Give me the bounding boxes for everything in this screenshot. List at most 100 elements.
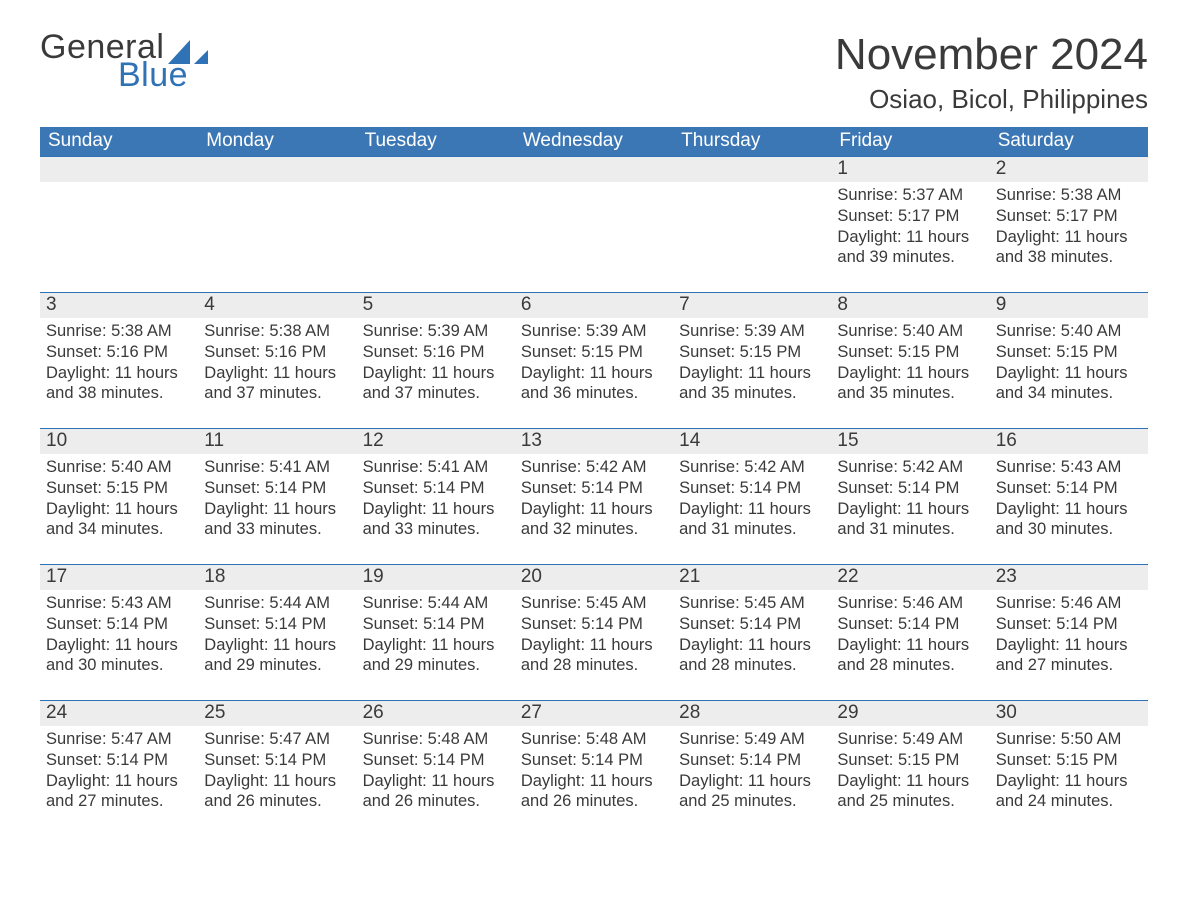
calendar-week-row: 10Sunrise: 5:40 AMSunset: 5:15 PMDayligh… [40, 429, 1148, 565]
day-body: Sunrise: 5:39 AMSunset: 5:15 PMDaylight:… [673, 318, 831, 408]
calendar-week-row: 1Sunrise: 5:37 AMSunset: 5:17 PMDaylight… [40, 157, 1148, 293]
day-body: Sunrise: 5:37 AMSunset: 5:17 PMDaylight:… [831, 182, 989, 272]
calendar-cell: 14Sunrise: 5:42 AMSunset: 5:14 PMDayligh… [673, 429, 831, 565]
calendar-header-saturday: Saturday [990, 127, 1148, 157]
daylight-text: Daylight: 11 hours and 37 minutes. [204, 363, 350, 405]
daylight-text: Daylight: 11 hours and 26 minutes. [204, 771, 350, 813]
sunset-text: Sunset: 5:14 PM [521, 478, 667, 499]
sunset-text: Sunset: 5:14 PM [837, 478, 983, 499]
logo-blue-text: Blue [118, 58, 208, 92]
calendar-header-monday: Monday [198, 127, 356, 157]
sunset-text: Sunset: 5:17 PM [837, 206, 983, 227]
sunset-text: Sunset: 5:14 PM [521, 750, 667, 771]
day-body: Sunrise: 5:46 AMSunset: 5:14 PMDaylight:… [990, 590, 1148, 680]
day-number [198, 157, 356, 182]
daylight-text: Daylight: 11 hours and 26 minutes. [363, 771, 509, 813]
sunrise-text: Sunrise: 5:39 AM [521, 321, 667, 342]
calendar-header-wednesday: Wednesday [515, 127, 673, 157]
calendar-cell: 30Sunrise: 5:50 AMSunset: 5:15 PMDayligh… [990, 701, 1148, 837]
daylight-text: Daylight: 11 hours and 37 minutes. [363, 363, 509, 405]
calendar-cell: 7Sunrise: 5:39 AMSunset: 5:15 PMDaylight… [673, 293, 831, 429]
sunrise-text: Sunrise: 5:46 AM [996, 593, 1142, 614]
day-number [673, 157, 831, 182]
calendar-cell [198, 157, 356, 293]
calendar-cell: 21Sunrise: 5:45 AMSunset: 5:14 PMDayligh… [673, 565, 831, 701]
day-number: 27 [515, 701, 673, 726]
location-label: Osiao, Bicol, Philippines [835, 84, 1148, 115]
sunset-text: Sunset: 5:15 PM [521, 342, 667, 363]
day-number: 18 [198, 565, 356, 590]
day-body: Sunrise: 5:41 AMSunset: 5:14 PMDaylight:… [198, 454, 356, 544]
day-body: Sunrise: 5:40 AMSunset: 5:15 PMDaylight:… [40, 454, 198, 544]
day-number: 1 [831, 157, 989, 182]
day-number [40, 157, 198, 182]
day-body: Sunrise: 5:41 AMSunset: 5:14 PMDaylight:… [357, 454, 515, 544]
sunrise-text: Sunrise: 5:49 AM [679, 729, 825, 750]
daylight-text: Daylight: 11 hours and 36 minutes. [521, 363, 667, 405]
day-number: 16 [990, 429, 1148, 454]
calendar-header-tuesday: Tuesday [357, 127, 515, 157]
sunrise-text: Sunrise: 5:43 AM [46, 593, 192, 614]
calendar-cell [673, 157, 831, 293]
sunrise-text: Sunrise: 5:44 AM [204, 593, 350, 614]
day-body: Sunrise: 5:43 AMSunset: 5:14 PMDaylight:… [40, 590, 198, 680]
daylight-text: Daylight: 11 hours and 24 minutes. [996, 771, 1142, 813]
sunset-text: Sunset: 5:17 PM [996, 206, 1142, 227]
day-body: Sunrise: 5:45 AMSunset: 5:14 PMDaylight:… [673, 590, 831, 680]
sunrise-text: Sunrise: 5:45 AM [521, 593, 667, 614]
sunrise-text: Sunrise: 5:41 AM [204, 457, 350, 478]
calendar-cell [357, 157, 515, 293]
sunset-text: Sunset: 5:14 PM [363, 614, 509, 635]
sunrise-text: Sunrise: 5:37 AM [837, 185, 983, 206]
day-number: 13 [515, 429, 673, 454]
sunrise-text: Sunrise: 5:40 AM [996, 321, 1142, 342]
sunset-text: Sunset: 5:14 PM [204, 750, 350, 771]
sunrise-text: Sunrise: 5:42 AM [837, 457, 983, 478]
day-number: 7 [673, 293, 831, 318]
sunset-text: Sunset: 5:16 PM [204, 342, 350, 363]
daylight-text: Daylight: 11 hours and 31 minutes. [837, 499, 983, 541]
calendar-cell: 22Sunrise: 5:46 AMSunset: 5:14 PMDayligh… [831, 565, 989, 701]
sunrise-text: Sunrise: 5:38 AM [204, 321, 350, 342]
sunrise-text: Sunrise: 5:42 AM [521, 457, 667, 478]
sunrise-text: Sunrise: 5:50 AM [996, 729, 1142, 750]
sunset-text: Sunset: 5:15 PM [837, 750, 983, 771]
calendar-header-row: SundayMondayTuesdayWednesdayThursdayFrid… [40, 127, 1148, 157]
sunrise-text: Sunrise: 5:48 AM [521, 729, 667, 750]
day-number: 22 [831, 565, 989, 590]
day-number: 29 [831, 701, 989, 726]
daylight-text: Daylight: 11 hours and 32 minutes. [521, 499, 667, 541]
sunrise-text: Sunrise: 5:40 AM [837, 321, 983, 342]
title-block: November 2024 Osiao, Bicol, Philippines [835, 30, 1148, 123]
calendar-cell: 5Sunrise: 5:39 AMSunset: 5:16 PMDaylight… [357, 293, 515, 429]
day-body: Sunrise: 5:50 AMSunset: 5:15 PMDaylight:… [990, 726, 1148, 816]
daylight-text: Daylight: 11 hours and 28 minutes. [679, 635, 825, 677]
daylight-text: Daylight: 11 hours and 30 minutes. [996, 499, 1142, 541]
sunset-text: Sunset: 5:14 PM [837, 614, 983, 635]
sunset-text: Sunset: 5:14 PM [204, 478, 350, 499]
calendar-cell: 3Sunrise: 5:38 AMSunset: 5:16 PMDaylight… [40, 293, 198, 429]
day-body: Sunrise: 5:48 AMSunset: 5:14 PMDaylight:… [357, 726, 515, 816]
sunset-text: Sunset: 5:15 PM [837, 342, 983, 363]
calendar-cell: 10Sunrise: 5:40 AMSunset: 5:15 PMDayligh… [40, 429, 198, 565]
day-number: 12 [357, 429, 515, 454]
day-body: Sunrise: 5:40 AMSunset: 5:15 PMDaylight:… [831, 318, 989, 408]
daylight-text: Daylight: 11 hours and 35 minutes. [679, 363, 825, 405]
daylight-text: Daylight: 11 hours and 38 minutes. [46, 363, 192, 405]
sunrise-text: Sunrise: 5:47 AM [204, 729, 350, 750]
calendar-cell: 17Sunrise: 5:43 AMSunset: 5:14 PMDayligh… [40, 565, 198, 701]
sunset-text: Sunset: 5:14 PM [679, 614, 825, 635]
sunset-text: Sunset: 5:14 PM [679, 750, 825, 771]
day-body: Sunrise: 5:38 AMSunset: 5:16 PMDaylight:… [198, 318, 356, 408]
day-number: 4 [198, 293, 356, 318]
daylight-text: Daylight: 11 hours and 30 minutes. [46, 635, 192, 677]
calendar-cell: 25Sunrise: 5:47 AMSunset: 5:14 PMDayligh… [198, 701, 356, 837]
day-number [357, 157, 515, 182]
daylight-text: Daylight: 11 hours and 28 minutes. [521, 635, 667, 677]
calendar-cell: 20Sunrise: 5:45 AMSunset: 5:14 PMDayligh… [515, 565, 673, 701]
sunset-text: Sunset: 5:14 PM [363, 478, 509, 499]
page-title: November 2024 [835, 30, 1148, 80]
calendar-cell: 12Sunrise: 5:41 AMSunset: 5:14 PMDayligh… [357, 429, 515, 565]
sunset-text: Sunset: 5:15 PM [46, 478, 192, 499]
day-body: Sunrise: 5:49 AMSunset: 5:14 PMDaylight:… [673, 726, 831, 816]
